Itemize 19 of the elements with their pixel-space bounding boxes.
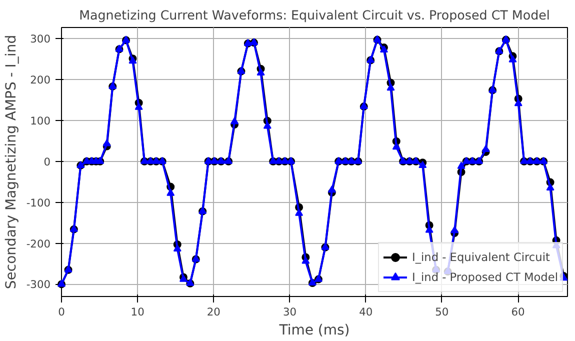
- y-axis-title: Secondary Magnetizing AMPS - I_ind: [3, 34, 20, 290]
- legend-label: I_ind - Equivalent Circuit: [412, 250, 550, 264]
- y-tick-label: -300: [26, 278, 51, 292]
- x-tick-label: 20: [206, 306, 221, 318]
- y-tick-label: -200: [26, 237, 51, 250]
- x-tick-label: 30: [282, 306, 297, 318]
- y-tick-label: 200: [30, 74, 51, 86]
- x-tick-label: 0: [58, 306, 66, 318]
- x-tick-label: 50: [435, 306, 449, 318]
- x-tick-label: 10: [130, 306, 145, 318]
- x-axis-title: Time (ms): [278, 322, 350, 338]
- chart-title: Magnetizing Current Waveforms: Equivalent Circuit vs. Proposed CT Model: [79, 8, 550, 22]
- y-tick-label: 300: [30, 32, 51, 46]
- y-tick-label: 0: [44, 155, 51, 168]
- x-tick-label: 60: [511, 306, 526, 318]
- y-tick-label: 100: [30, 114, 51, 128]
- x-tick-label: 40: [359, 306, 373, 318]
- legend-label: I_ind - Proposed CT Model: [412, 270, 558, 284]
- y-tick-label: -100: [26, 196, 51, 210]
